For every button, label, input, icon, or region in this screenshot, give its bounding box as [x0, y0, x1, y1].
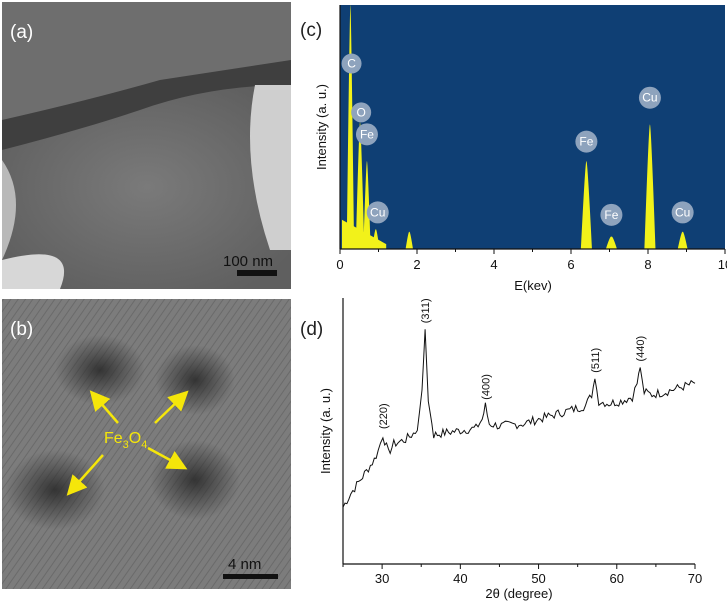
particle-4: [150, 440, 240, 520]
tem-lower-sheet: [2, 85, 291, 289]
tem-hole-left: [2, 160, 16, 260]
xrd-tick-label-3: 60: [610, 571, 624, 586]
eds-peak-6: [605, 236, 617, 249]
eds-x-label: E(kev): [514, 278, 552, 293]
particle-1: [55, 335, 145, 405]
xrd-peak-label-3: (511): [590, 348, 602, 373]
xrd-chart: (d) 30 40 50 60 70 (220) (311) (400) (511) (440)…: [300, 298, 702, 601]
arrow-upper-left: [89, 390, 119, 424]
xrd-tick-label-4: 70: [688, 571, 702, 586]
eds-y-label: Intensity (a. u.): [314, 84, 329, 170]
eds-label-bubble-0: [341, 53, 362, 74]
xrd-peak-labels: (220) (311) (400) (511) (440): [378, 298, 647, 429]
panel-letter-d: (d): [300, 319, 323, 340]
eds-label-3: Cu: [370, 205, 385, 219]
eds-label-bubble-6: [638, 86, 661, 109]
eds-label-0: C: [347, 57, 356, 71]
scale-label-a: 100 nm: [223, 253, 273, 270]
eds-background-hump: [341, 219, 387, 249]
xrd-y-label: Intensity (a. u.): [318, 388, 333, 474]
xrd-peak-label-4: (440): [635, 336, 647, 362]
eds-tick-label-1: 2: [413, 257, 420, 272]
eds-peak-2: [363, 161, 371, 249]
xrd-tick-label-0: 30: [375, 571, 389, 586]
hrtem-image-b: (b) Fe3O4 4 nm: [2, 299, 291, 589]
fe3o4-label: Fe3O4: [104, 430, 147, 451]
eds-label-5: Fe: [604, 208, 618, 222]
eds-label-bubble-7: [671, 201, 694, 224]
tem-image-a: (a) 100 nm: [2, 2, 291, 289]
xrd-peak-label-0: (220): [378, 403, 390, 429]
eds-label-1: O: [357, 105, 366, 119]
scale-label-b: 4 nm: [228, 556, 261, 573]
arrow-lower-left: [66, 454, 104, 496]
eds-label-bubble-3: [366, 201, 389, 224]
eds-label-bubble-1: [351, 102, 372, 123]
eds-peak-8: [677, 231, 688, 249]
eds-label-2: Fe: [360, 127, 374, 141]
tem-hole-bottom: [2, 254, 65, 289]
eds-label-7: Cu: [675, 205, 690, 219]
particle-2: [155, 345, 235, 415]
eds-label-6: Cu: [642, 91, 657, 105]
eds-peak-4: [405, 231, 413, 249]
xrd-pattern-line: [342, 329, 696, 508]
xrd-peak-label-1: (311): [420, 298, 432, 323]
scale-bar-b: [223, 574, 278, 579]
eds-label-4: Fe: [579, 135, 593, 149]
eds-element-labels: C O Fe Cu Fe Fe Cu Cu: [341, 53, 694, 226]
panel-letter-b: (b): [10, 319, 33, 340]
eds-peak-0: [346, 4, 355, 249]
eds-tick-label-2: 4: [490, 257, 497, 272]
arrow-lower-right: [147, 446, 188, 470]
eds-tick-label-5: 10: [718, 257, 727, 272]
eds-label-bubble-4: [575, 130, 598, 153]
panel-letter-a: (a): [10, 22, 33, 43]
arrow-upper-right: [154, 390, 189, 424]
eds-plot-area: [340, 5, 725, 249]
xrd-tick-label-1: 40: [453, 571, 467, 586]
tem-fold: [2, 60, 291, 150]
tem-hole-right: [250, 85, 291, 250]
particle-3: [5, 450, 105, 530]
scale-bar-a: [237, 270, 277, 276]
xrd-peak-label-2: (400): [480, 374, 492, 400]
tem-top-sheet: [2, 2, 291, 120]
xrd-x-label: 2θ (degree): [485, 586, 552, 601]
panel-letter-c: (c): [300, 20, 322, 41]
hrtem-background: [2, 299, 291, 589]
eds-peak-5: [580, 161, 592, 249]
xrd-tick-label-2: 50: [531, 571, 545, 586]
eds-peak-1: [355, 122, 365, 249]
eds-peaks: [341, 4, 688, 249]
eds-peak-7: [644, 124, 656, 249]
eds-chart: (c) 0 2 4 6 8 10 C O Fe Cu Fe Fe Cu Cu E(kev) Intens…: [300, 4, 727, 293]
eds-tick-label-0: 0: [336, 257, 343, 272]
eds-tick-label-3: 6: [567, 257, 574, 272]
eds-tick-label-4: 8: [644, 257, 651, 272]
xrd-x-ticks: 30 40 50 60 70: [342, 564, 702, 586]
eds-x-ticks: 0 2 4 6 8 10: [336, 249, 727, 272]
eds-label-bubble-5: [600, 203, 623, 226]
eds-label-bubble-2: [355, 123, 378, 146]
